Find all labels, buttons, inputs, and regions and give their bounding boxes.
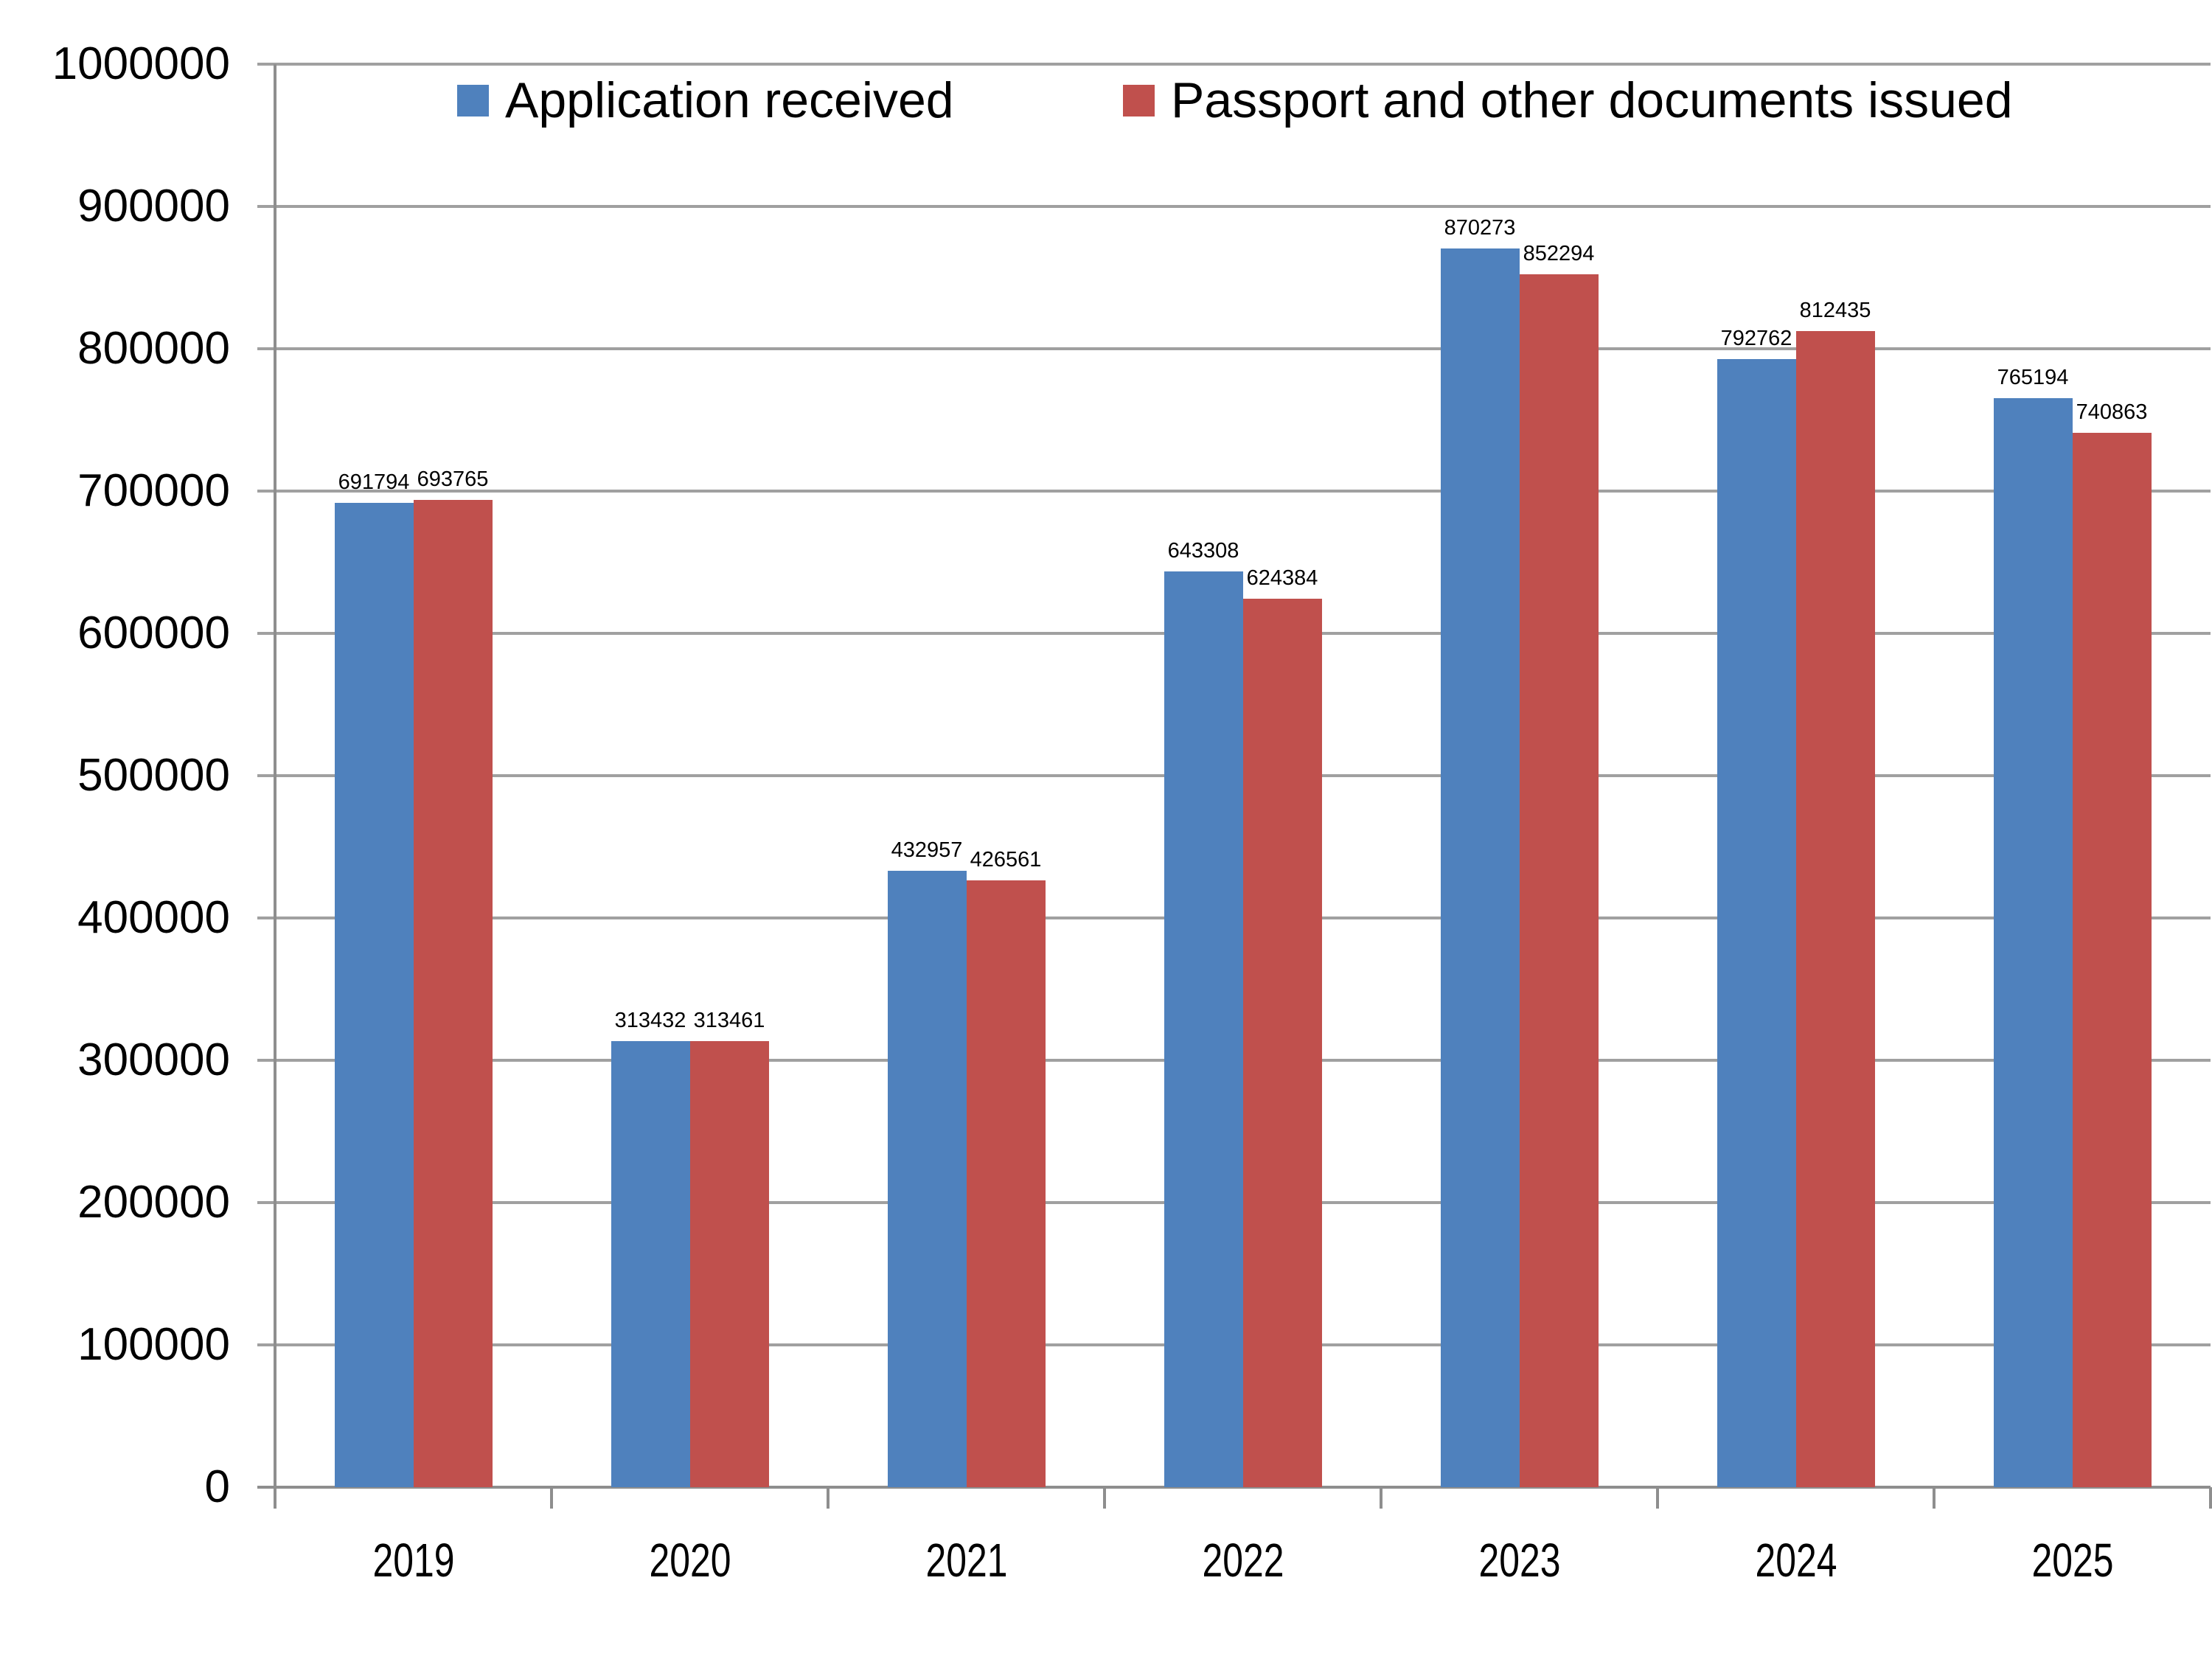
x-axis-label: 2020 <box>648 1534 731 1587</box>
y-axis-label: 600000 <box>77 608 230 658</box>
bar-passport-and-other-documents-issued <box>1519 274 1599 1487</box>
x-axis-label: 2023 <box>1478 1534 1561 1587</box>
y-axis-label: 400000 <box>77 892 230 943</box>
data-label: 852294 <box>1523 242 1595 266</box>
bar-passport-and-other-documents-issued <box>413 500 493 1487</box>
data-label: 740863 <box>2076 400 2148 425</box>
y-axis-label: 100000 <box>77 1319 230 1370</box>
x-axis-line <box>257 1486 2211 1489</box>
x-axis-label: 2021 <box>925 1534 1008 1587</box>
x-axis-label: 2024 <box>1754 1534 1837 1587</box>
y-axis-label: 0 <box>204 1461 230 1512</box>
bar-application-received <box>611 1041 690 1487</box>
bar-application-received <box>1717 358 1796 1487</box>
data-label: 313461 <box>693 1009 765 1033</box>
bar-application-received <box>1440 248 1520 1487</box>
legend-swatch-icon <box>1123 84 1155 116</box>
gridline <box>257 347 2211 350</box>
bar-application-received <box>887 871 967 1487</box>
y-axis-line <box>274 64 276 1509</box>
bar-application-received <box>1164 571 1243 1487</box>
bar-passport-and-other-documents-issued <box>689 1041 769 1487</box>
legend-swatch-icon <box>457 84 489 116</box>
x-axis-label: 2019 <box>372 1534 455 1587</box>
legend-label: Application received <box>505 72 954 128</box>
x-axis-label: 2025 <box>2031 1534 2114 1587</box>
bar-passport-and-other-documents-issued <box>1242 598 1322 1487</box>
data-label: 870273 <box>1444 216 1516 240</box>
x-axis-tick <box>1656 1487 1659 1509</box>
y-axis-label: 800000 <box>77 323 230 374</box>
data-label: 313432 <box>614 1009 686 1033</box>
bar-passport-and-other-documents-issued <box>1795 331 1875 1487</box>
y-axis-label: 300000 <box>77 1034 230 1085</box>
data-label: 693765 <box>417 467 489 492</box>
bar-application-received <box>334 502 414 1487</box>
x-axis-tick <box>1103 1487 1106 1509</box>
x-axis-label: 2022 <box>1201 1534 1284 1587</box>
data-label: 432957 <box>891 838 963 863</box>
y-axis-label: 1000000 <box>52 38 230 89</box>
bar-passport-and-other-documents-issued <box>2072 433 2152 1487</box>
bar-passport-and-other-documents-issued <box>966 880 1046 1487</box>
data-label: 765194 <box>1997 366 2069 390</box>
y-axis-label: 500000 <box>77 750 230 801</box>
data-label: 426561 <box>970 847 1042 872</box>
data-label: 643308 <box>1167 539 1239 563</box>
x-axis-tick <box>827 1487 830 1509</box>
bar-application-received <box>1993 398 2073 1487</box>
data-label: 624384 <box>1246 566 1318 590</box>
gridline <box>257 63 2211 66</box>
data-label: 812435 <box>1799 299 1871 322</box>
data-label: 792762 <box>1720 326 1792 350</box>
x-axis-tick <box>550 1487 553 1509</box>
x-axis-tick <box>1933 1487 1935 1509</box>
data-label: 691794 <box>338 470 410 494</box>
y-axis-label: 900000 <box>77 181 230 232</box>
x-axis-tick <box>1380 1487 1382 1509</box>
y-axis-label: 700000 <box>77 465 230 516</box>
legend-item-passport-and-other-documents-issued: Passport and other documents issued <box>1123 69 2013 132</box>
y-axis-label: 200000 <box>77 1177 230 1228</box>
legend-item-application-received: Application received <box>457 69 954 132</box>
legend-label: Passport and other documents issued <box>1171 72 2013 128</box>
gridline <box>257 205 2211 208</box>
gridline <box>257 490 2211 493</box>
x-axis-tick <box>2209 1487 2212 1509</box>
